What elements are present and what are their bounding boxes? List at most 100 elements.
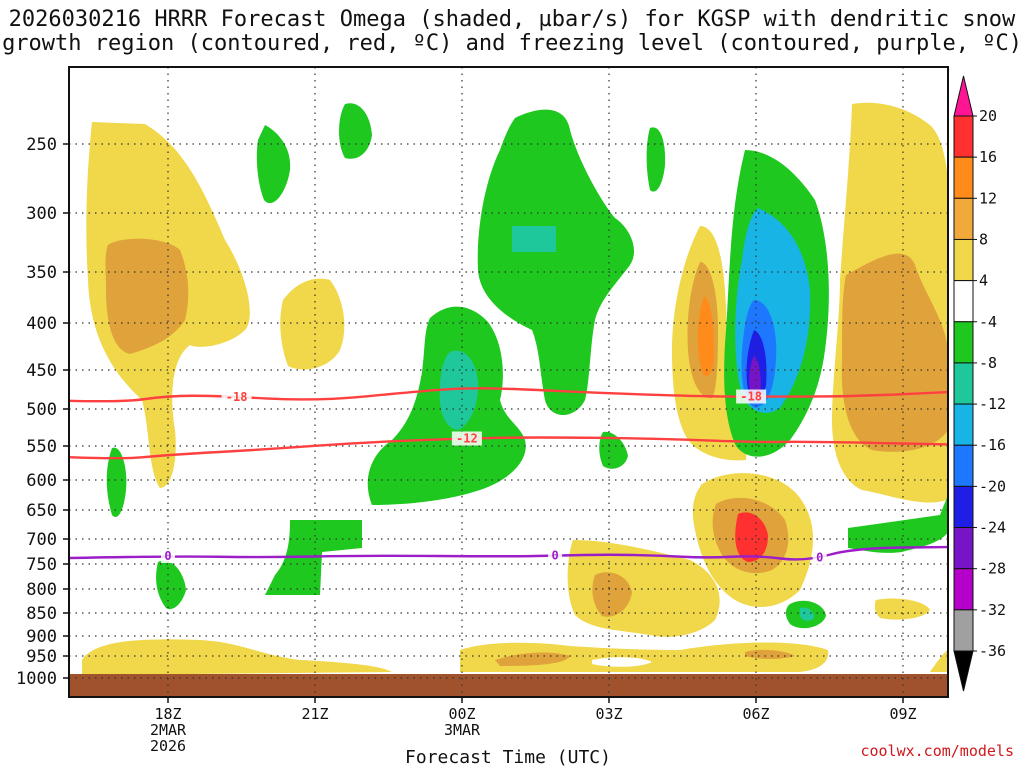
colorbar-label--28: -28 xyxy=(979,560,1006,578)
x-axis-title: Forecast Time (UTC) xyxy=(405,747,611,768)
colorbar-label--16: -16 xyxy=(979,436,1006,454)
shade-green-blob-1 xyxy=(256,125,291,204)
shade-green-strip xyxy=(106,447,127,518)
shade-yellow-blob xyxy=(280,278,345,370)
contour-line-dgz-top xyxy=(69,387,948,403)
colorbar-bin-11 xyxy=(953,568,974,611)
shade-green-central xyxy=(477,109,635,416)
contour-dgz-top: -18 -18 xyxy=(69,387,948,404)
colorbar-label-16: 16 xyxy=(979,148,997,166)
contour-label-freezing-level-2: 0 xyxy=(816,550,823,564)
contour-label-bg-dgz-bottom-0 xyxy=(451,431,482,446)
x-tick-label-21Z: 21Z xyxy=(301,705,328,723)
shade-green-spot xyxy=(599,431,628,469)
gridlines xyxy=(69,67,948,697)
colorbar-bottom-triangle xyxy=(953,650,974,692)
contour-label-bg-freezing-level-0 xyxy=(161,549,175,563)
colorbar-label--36: -36 xyxy=(979,642,1006,660)
shade-green-blob-3 xyxy=(646,127,666,192)
y-tick-label-450: 450 xyxy=(26,361,57,381)
credit-text: coolwx.com/models xyxy=(860,742,1014,760)
shade-surface-yellow xyxy=(82,639,392,675)
shade-orange-low-spot xyxy=(592,572,632,617)
x-tick-label-09Z: 09Z xyxy=(889,705,916,723)
y-tick-label-700: 700 xyxy=(26,530,57,550)
contour-label-bg-freezing-level-1 xyxy=(548,548,563,563)
x-tick-year-18Z: 2026 xyxy=(150,737,186,755)
shade-surface-orange-2 xyxy=(745,649,795,659)
colorbar-bin-8 xyxy=(953,444,974,487)
shade-surface-white-gap xyxy=(592,657,652,667)
contour-line-dgz-bottom xyxy=(69,436,948,460)
shade-teal-lobe xyxy=(439,350,479,430)
y-tick-label-1000: 1000 xyxy=(16,669,57,689)
colorbar-label--24: -24 xyxy=(979,519,1006,537)
y-tick-label-950: 950 xyxy=(26,647,57,667)
colorbar-bin-9 xyxy=(953,485,974,529)
shade-left-core xyxy=(105,238,189,354)
y-tick-label-350: 350 xyxy=(26,263,57,283)
colorbar-bin-2 xyxy=(953,197,974,240)
contour-lines: -18 -18 -12 0 0 0 xyxy=(69,387,948,565)
shade-yellow-right-blob xyxy=(874,598,930,620)
colorbar: 20 16 12 8 4 -4 -8 -12 -16 -20 -24 -28 -32 -36 xyxy=(953,75,1006,692)
colorbar-top-triangle xyxy=(953,75,974,117)
ground-surface xyxy=(69,674,948,697)
colorbar-bin-1 xyxy=(953,156,974,199)
shade-low-red xyxy=(735,512,768,562)
y-tick-label-650: 650 xyxy=(26,501,57,521)
y-tick-label-400: 400 xyxy=(26,314,57,334)
y-tick-label-500: 500 xyxy=(26,400,57,420)
shade-teal-low-core xyxy=(800,607,815,621)
x-tick-sublabel-00Z: 3MAR xyxy=(444,721,481,739)
contour-label-bg-freezing-level-2 xyxy=(812,550,827,565)
contour-freezing-level: 0 0 0 xyxy=(69,545,948,565)
y-tick-label-600: 600 xyxy=(26,471,57,491)
y-tick-label-250: 250 xyxy=(26,135,57,155)
colorbar-label-4: 4 xyxy=(979,272,988,290)
shade-red-core xyxy=(697,296,714,376)
x-tick-sublabel-18Z: 2MAR xyxy=(150,721,187,739)
shade-green-small-low xyxy=(156,560,186,610)
colorbar-label--4: -4 xyxy=(979,313,997,331)
contour-label-dgz-bottom-0: -12 xyxy=(456,432,478,446)
chart-title-line1: 2026030216 HRRR Forecast Omega (shaded, … xyxy=(8,7,1016,32)
contour-label-freezing-level-0: 0 xyxy=(164,549,171,563)
contour-dgz-bottom: -12 xyxy=(69,431,948,460)
y-tick-label-850: 850 xyxy=(26,604,57,624)
y-tick-label-800: 800 xyxy=(26,580,57,600)
contour-label-freezing-level-1: 0 xyxy=(551,549,558,563)
colorbar-bin-0 xyxy=(953,115,974,158)
x-tick-label-06Z: 06Z xyxy=(742,705,769,723)
y-tick-label-900: 900 xyxy=(26,627,57,647)
y-tick-label-300: 300 xyxy=(26,204,57,224)
colorbar-bin-10 xyxy=(953,527,974,570)
shade-green-blob-2 xyxy=(339,103,372,159)
contour-label-bg-dgz-top-1 xyxy=(736,389,767,404)
x-tick-label-00Z: 00Z xyxy=(448,705,475,723)
y-tick-label-750: 750 xyxy=(26,555,57,575)
shade-purple-core xyxy=(749,356,761,398)
omega-shading xyxy=(82,102,948,675)
colorbar-bin-7 xyxy=(953,403,974,446)
x-tick-label-03Z: 03Z xyxy=(595,705,622,723)
colorbar-label-20: 20 xyxy=(979,107,997,125)
colorbar-label--12: -12 xyxy=(979,395,1006,413)
colorbar-label-12: 12 xyxy=(979,189,997,207)
x-tick-label-18Z: 18Z xyxy=(154,705,181,723)
colorbar-label--8: -8 xyxy=(979,354,997,372)
colorbar-bin-12 xyxy=(953,609,974,652)
shade-teal-box xyxy=(512,226,556,252)
colorbar-bin-6 xyxy=(953,362,974,405)
colorbar-bin-5 xyxy=(953,321,974,364)
contour-label-bg-dgz-top-0 xyxy=(221,389,252,404)
colorbar-bin-4 xyxy=(953,280,974,323)
shade-right-orange xyxy=(841,253,948,452)
contour-label-dgz-top-0: -18 xyxy=(226,390,248,404)
shade-surface-yellow-right xyxy=(930,649,948,672)
y-tick-label-550: 550 xyxy=(26,437,57,457)
colorbar-label--32: -32 xyxy=(979,601,1006,619)
